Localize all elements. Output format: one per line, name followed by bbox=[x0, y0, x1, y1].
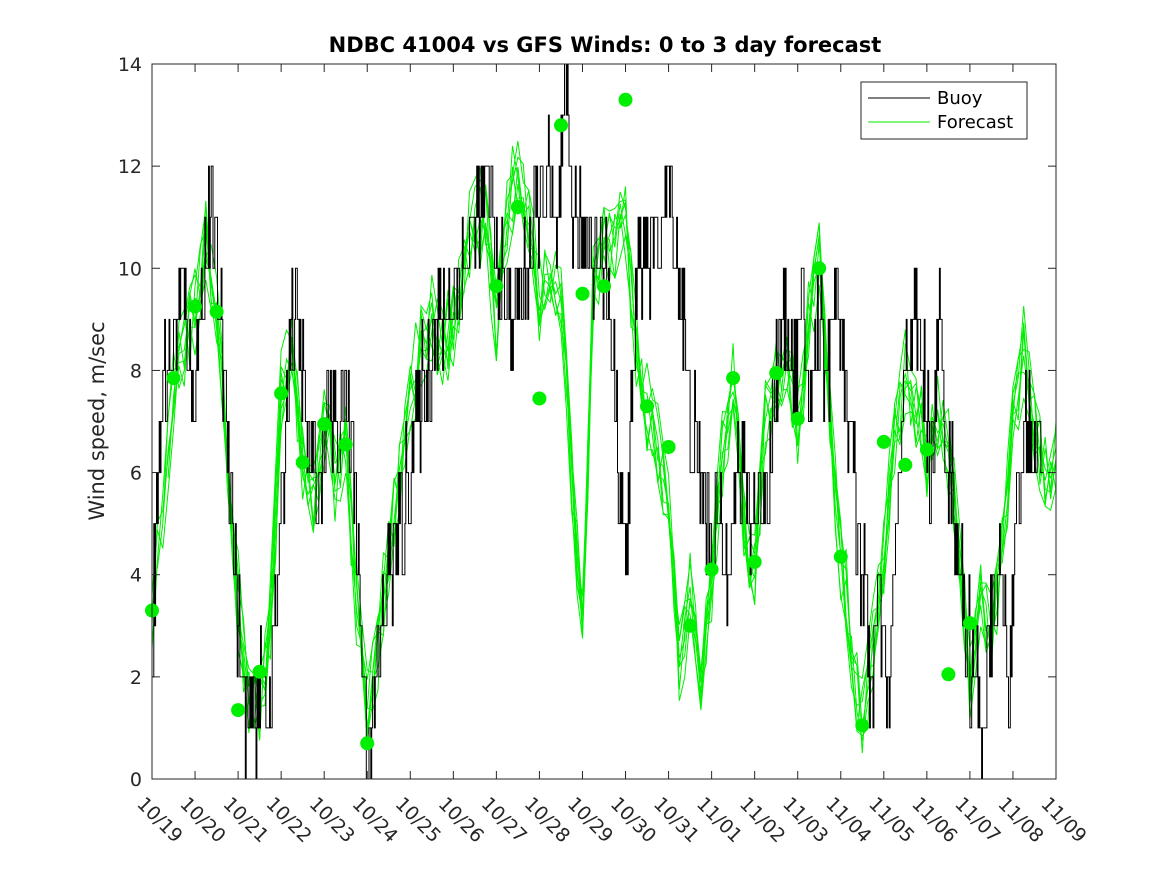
y-axis-label: Wind speed, m/sec bbox=[85, 321, 109, 520]
forecast-marker-16 bbox=[597, 279, 611, 294]
forecast-marker-32 bbox=[941, 667, 956, 682]
forecast-marker-29 bbox=[876, 434, 891, 449]
buoy-line bbox=[152, 63, 1044, 780]
y-tick-label-1: 2 bbox=[130, 667, 142, 689]
forecast-marker-23 bbox=[747, 554, 762, 569]
legend-box bbox=[860, 81, 1028, 140]
forecast-marker-17 bbox=[618, 92, 633, 107]
forecast-markers bbox=[145, 92, 977, 751]
forecast-marker-6 bbox=[274, 386, 289, 401]
y-tick-label-4: 8 bbox=[130, 360, 142, 382]
y-tick-label-7: 14 bbox=[118, 54, 142, 76]
forecast-marker-13 bbox=[532, 391, 547, 406]
forecast-marker-7 bbox=[295, 455, 310, 470]
forecast-marker-2 bbox=[188, 299, 202, 314]
y-tick-label-3: 6 bbox=[130, 463, 142, 485]
buoy-series bbox=[152, 63, 1044, 780]
forecast-marker-30 bbox=[898, 457, 913, 472]
forecast-run-0 bbox=[151, 183, 1057, 754]
forecast-marker-3 bbox=[209, 304, 224, 319]
forecast-marker-15 bbox=[575, 286, 590, 301]
y-tick-label-0: 0 bbox=[130, 769, 142, 791]
forecast-marker-12 bbox=[510, 200, 525, 214]
forecast-run-7 bbox=[178, 145, 1057, 710]
plot-frame bbox=[151, 63, 1057, 780]
forecast-marker-24 bbox=[769, 366, 784, 380]
forecast-marker-10 bbox=[360, 736, 375, 751]
forecast-marker-11 bbox=[489, 279, 504, 294]
forecast-marker-5 bbox=[252, 664, 267, 679]
y-axis-ticks: 0 2 4 6 8 10 12 14 bbox=[118, 54, 1056, 791]
y-tick-label-2: 4 bbox=[130, 565, 142, 587]
forecast-marker-20 bbox=[683, 618, 698, 633]
forecast-marker-9 bbox=[338, 437, 353, 452]
forecast-run-1 bbox=[151, 166, 1057, 741]
legend-forecast-label: Forecast bbox=[937, 112, 1013, 133]
y-tick-label-6: 12 bbox=[118, 156, 142, 178]
y-tick-label-5: 10 bbox=[118, 258, 142, 280]
forecast-run-3 bbox=[156, 156, 1057, 730]
forecast-marker-26 bbox=[812, 261, 827, 276]
forecast-marker-28 bbox=[855, 718, 870, 733]
forecast-marker-19 bbox=[661, 440, 676, 454]
legend: Buoy Forecast bbox=[860, 81, 1028, 140]
forecast-marker-4 bbox=[231, 703, 246, 718]
forecast-marker-14 bbox=[554, 118, 568, 133]
forecast-marker-1 bbox=[166, 371, 181, 386]
legend-buoy-label: Buoy bbox=[937, 88, 983, 109]
forecast-marker-25 bbox=[790, 411, 805, 426]
forecast-marker-33 bbox=[962, 616, 977, 631]
forecast-marker-22 bbox=[726, 371, 741, 386]
forecast-marker-21 bbox=[704, 562, 719, 577]
forecast-marker-27 bbox=[833, 549, 848, 564]
chart-title: NDBC 41004 vs GFS Winds: 0 to 3 day fore… bbox=[329, 33, 882, 57]
forecast-marker-18 bbox=[640, 399, 654, 414]
forecast-run-4 bbox=[162, 141, 1057, 738]
forecast-marker-8 bbox=[317, 417, 332, 432]
forecast-marker-31 bbox=[919, 442, 934, 457]
